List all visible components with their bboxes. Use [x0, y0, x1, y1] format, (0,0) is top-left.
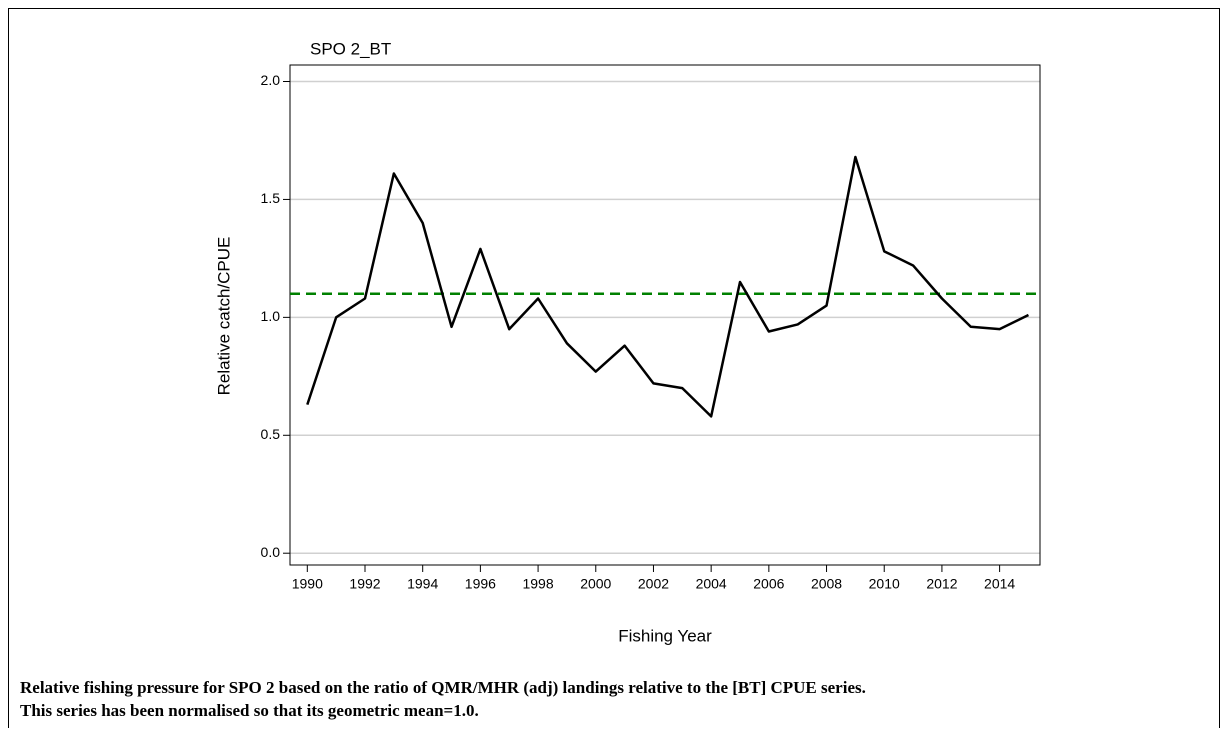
x-tick-label: 2012 — [926, 576, 957, 592]
y-tick-label: 2.0 — [261, 72, 281, 88]
caption-line: This series has been normalised so that … — [20, 701, 479, 720]
caption-line: Relative fishing pressure for SPO 2 base… — [20, 678, 866, 697]
x-tick-label: 2014 — [984, 576, 1015, 592]
x-tick-label: 2006 — [753, 576, 784, 592]
y-tick-label: 0.5 — [261, 426, 281, 442]
x-tick-label: 2002 — [638, 576, 669, 592]
x-tick-label: 1998 — [522, 576, 553, 592]
x-tick-label: 2010 — [869, 576, 900, 592]
x-axis-label: Fishing Year — [618, 626, 712, 645]
chart-title: SPO 2_BT — [310, 39, 391, 58]
x-tick-label: 1992 — [349, 576, 380, 592]
x-tick-label: 1994 — [407, 576, 438, 592]
x-tick-label: 1996 — [465, 576, 496, 592]
y-tick-label: 1.0 — [261, 308, 281, 324]
data-line — [306, 155, 1030, 418]
x-tick-label: 2004 — [696, 576, 727, 592]
x-tick-label: 2008 — [811, 576, 842, 592]
y-axis-label: Relative catch/CPUE — [214, 237, 233, 396]
y-tick-label: 0.0 — [261, 544, 281, 560]
x-tick-label: 1990 — [292, 576, 323, 592]
y-tick-label: 1.5 — [261, 190, 281, 206]
x-tick-label: 2000 — [580, 576, 611, 592]
frame — [8, 8, 1220, 733]
plot-frame — [289, 64, 1041, 566]
